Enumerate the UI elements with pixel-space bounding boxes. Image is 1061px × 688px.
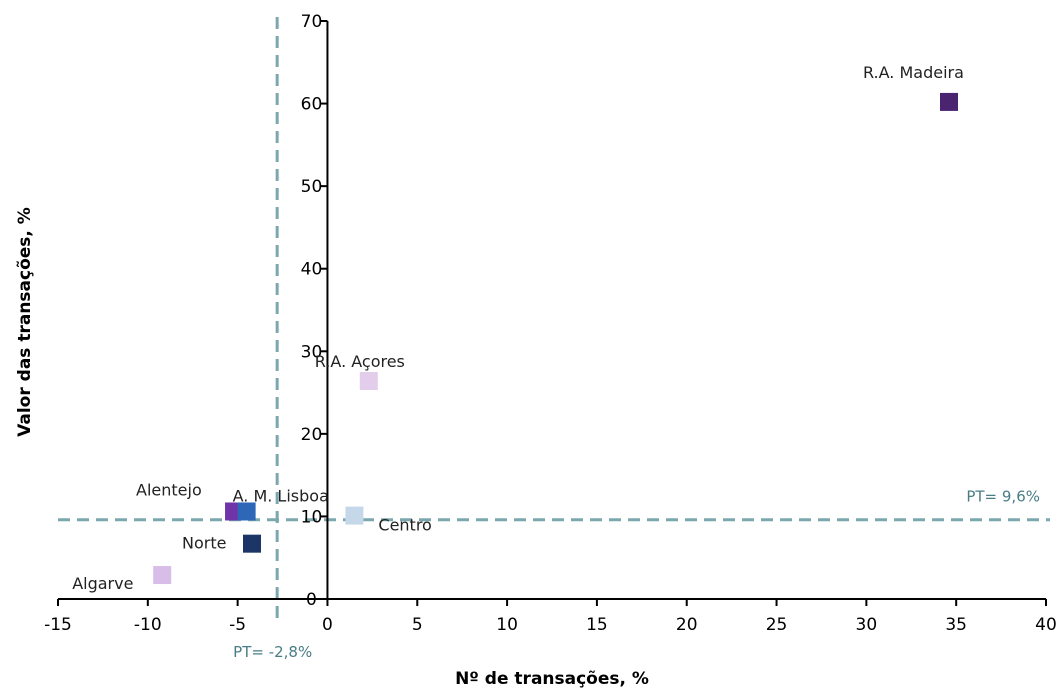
point-label: Norte: [182, 534, 226, 553]
point-label: R.A. Madeira: [863, 63, 964, 82]
reference-lines: PT= 9,6% PT= -2,8%: [58, 17, 1050, 661]
data-point: [939, 92, 958, 111]
y-tick-label: 40: [301, 260, 323, 280]
pt-vertical-label: PT= -2,8%: [233, 643, 312, 661]
y-tick-label: 70: [301, 12, 323, 32]
point-labels: R.A. Madeira R.A. Açores Alentejo A. M. Lis…: [72, 63, 964, 593]
x-axis-title: Nº de transações, %: [455, 669, 649, 688]
point-label: A. M. Lisboa: [233, 486, 329, 505]
data-point: [243, 534, 262, 553]
y-tick-label: 30: [301, 342, 323, 362]
x-tick-label: 40: [1035, 615, 1057, 635]
point-label: Alentejo: [136, 480, 202, 499]
x-tick-label: 0: [322, 615, 333, 635]
data-point: [237, 502, 256, 521]
x-tick-label: -15: [44, 615, 72, 635]
y-tick-label: 20: [301, 425, 323, 445]
x-tick-label: 25: [766, 615, 788, 635]
x-tick-label: 5: [412, 615, 423, 635]
x-tick-label: 30: [856, 615, 878, 635]
data-point: [359, 372, 378, 391]
data-points: [153, 92, 958, 585]
pt-horizontal-label: PT= 9,6%: [966, 488, 1040, 506]
y-axis-title: Valor das transações, %: [15, 207, 35, 437]
data-point: [345, 506, 364, 525]
y-tick-label: 50: [301, 177, 323, 197]
point-label: R.A. Açores: [315, 352, 405, 371]
x-tick-label: 15: [586, 615, 608, 635]
data-point: [153, 566, 172, 585]
x-tick-label: 20: [676, 615, 698, 635]
y-tick-label: 60: [301, 95, 323, 115]
x-tick-label: -10: [134, 615, 162, 635]
y-tick-label: 10: [301, 507, 323, 527]
y-tick-label: 0: [306, 590, 317, 610]
x-tick-label: 10: [496, 615, 518, 635]
point-label: Algarve: [72, 574, 133, 593]
axes: -15 -10 -5 0 5 10 15 20 25 30 35 40 0 10 20 30 40 50 60 70: [44, 12, 1057, 635]
x-tick-label: -5: [229, 615, 246, 635]
x-tick-label: 35: [945, 615, 967, 635]
point-label: Centro: [378, 516, 431, 535]
